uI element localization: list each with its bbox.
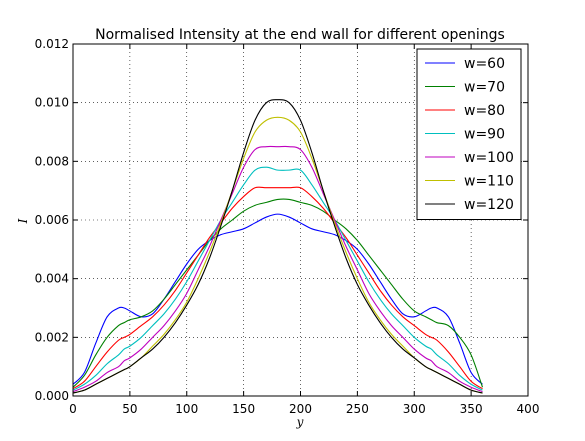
legend-box (416, 48, 522, 220)
series-line-w-60 (72, 213, 483, 385)
x-tick-label: 350 (460, 402, 483, 416)
y-tick-label: 0.000 (35, 389, 69, 403)
series-line-w-120 (72, 99, 483, 394)
y-tick-label: 0.002 (35, 330, 69, 344)
plot-area (72, 99, 484, 394)
x-tick-label: 100 (175, 402, 198, 416)
x-axis-label: y (296, 415, 304, 429)
legend-label: w=90 (464, 127, 505, 143)
x-tick-label: 200 (289, 402, 312, 416)
x-tick-label: 150 (232, 402, 255, 416)
series-line-w-100 (72, 145, 483, 393)
y-tick-label: 0.010 (35, 96, 69, 110)
legend-label: w=120 (464, 197, 514, 213)
legend-label: w=100 (464, 150, 514, 166)
legend-label: w=80 (464, 103, 505, 119)
x-tick-label: 250 (346, 402, 369, 416)
series-line-w-90 (72, 166, 483, 391)
series-line-w-70 (72, 198, 484, 388)
y-tick-label: 0.012 (35, 37, 69, 51)
legend: w=60 w=70 w=80 w=90 w=100 w=110 w=120 (416, 48, 522, 220)
x-tick-label: 400 (517, 402, 540, 416)
legend-label: w=60 (464, 56, 505, 72)
x-tick-label: 300 (403, 402, 426, 416)
legend-label: w=110 (464, 174, 514, 190)
chart-title: Normalised Intensity at the end wall for… (95, 27, 505, 43)
axis-ticks: 0 50 100 150 200 250 300 350 400 0.000 0.002 0.004 0… (35, 37, 540, 416)
x-tick-label: 50 (122, 402, 137, 416)
legend-label: w=70 (464, 80, 505, 96)
y-tick-label: 0.004 (35, 272, 69, 286)
y-axis-label: I (16, 218, 30, 224)
y-tick-label: 0.008 (35, 154, 69, 168)
x-tick-label: 0 (69, 402, 77, 416)
y-tick-label: 0.006 (35, 213, 69, 227)
series-line-w-80 (72, 186, 483, 390)
